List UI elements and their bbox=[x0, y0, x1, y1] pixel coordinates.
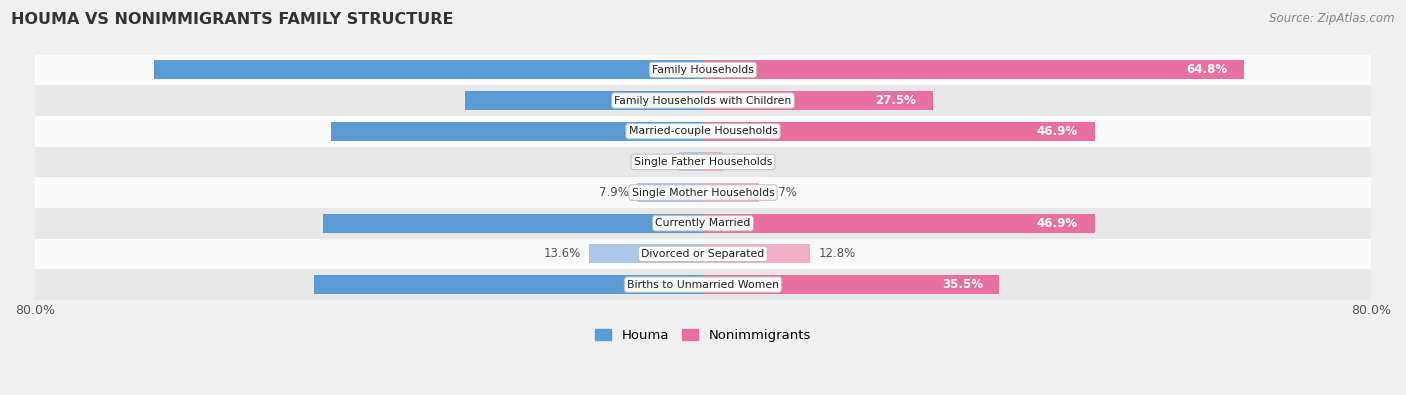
Bar bbox=[35, 147, 1371, 177]
Text: Births to Unmarried Women: Births to Unmarried Women bbox=[627, 280, 779, 290]
Text: 12.8%: 12.8% bbox=[818, 247, 855, 260]
Bar bbox=[314, 275, 703, 294]
Text: 45.5%: 45.5% bbox=[686, 217, 727, 230]
Text: 28.5%: 28.5% bbox=[686, 94, 727, 107]
Bar bbox=[35, 208, 1371, 239]
Bar bbox=[35, 239, 1371, 269]
Text: 46.9%: 46.9% bbox=[1036, 217, 1078, 230]
Bar bbox=[703, 245, 810, 263]
Text: Married-couple Households: Married-couple Households bbox=[628, 126, 778, 136]
Text: Family Households: Family Households bbox=[652, 65, 754, 75]
Bar bbox=[703, 122, 1095, 141]
Legend: Houma, Nonimmigrants: Houma, Nonimmigrants bbox=[589, 324, 817, 347]
Bar bbox=[679, 152, 703, 171]
Text: 65.7%: 65.7% bbox=[686, 63, 727, 76]
Bar bbox=[330, 122, 703, 141]
Bar bbox=[703, 91, 932, 110]
Text: Source: ZipAtlas.com: Source: ZipAtlas.com bbox=[1270, 12, 1395, 25]
Text: Family Households with Children: Family Households with Children bbox=[614, 96, 792, 105]
Bar bbox=[703, 275, 1000, 294]
Bar bbox=[637, 183, 703, 202]
Text: 64.8%: 64.8% bbox=[1187, 63, 1227, 76]
Bar bbox=[465, 91, 703, 110]
Bar bbox=[703, 214, 1095, 233]
Text: Single Father Households: Single Father Households bbox=[634, 157, 772, 167]
Bar bbox=[35, 85, 1371, 116]
Text: 27.5%: 27.5% bbox=[875, 94, 915, 107]
Text: 35.5%: 35.5% bbox=[942, 278, 983, 291]
Bar bbox=[703, 60, 1244, 79]
Text: 6.7%: 6.7% bbox=[768, 186, 797, 199]
Text: Single Mother Households: Single Mother Households bbox=[631, 188, 775, 198]
Text: 13.6%: 13.6% bbox=[544, 247, 581, 260]
Text: Divorced or Separated: Divorced or Separated bbox=[641, 249, 765, 259]
Text: 7.9%: 7.9% bbox=[599, 186, 628, 199]
Bar bbox=[155, 60, 703, 79]
Text: 46.9%: 46.9% bbox=[1036, 125, 1078, 138]
Text: 46.6%: 46.6% bbox=[686, 278, 727, 291]
Bar bbox=[35, 55, 1371, 85]
Text: 2.9%: 2.9% bbox=[641, 155, 671, 168]
Bar bbox=[35, 116, 1371, 147]
Bar bbox=[35, 269, 1371, 300]
Bar bbox=[323, 214, 703, 233]
Bar bbox=[589, 245, 703, 263]
Bar bbox=[703, 152, 723, 171]
Text: 44.6%: 44.6% bbox=[686, 125, 727, 138]
Bar bbox=[703, 183, 759, 202]
Text: Currently Married: Currently Married bbox=[655, 218, 751, 228]
Text: 2.4%: 2.4% bbox=[731, 155, 761, 168]
Bar bbox=[35, 177, 1371, 208]
Text: HOUMA VS NONIMMIGRANTS FAMILY STRUCTURE: HOUMA VS NONIMMIGRANTS FAMILY STRUCTURE bbox=[11, 12, 454, 27]
